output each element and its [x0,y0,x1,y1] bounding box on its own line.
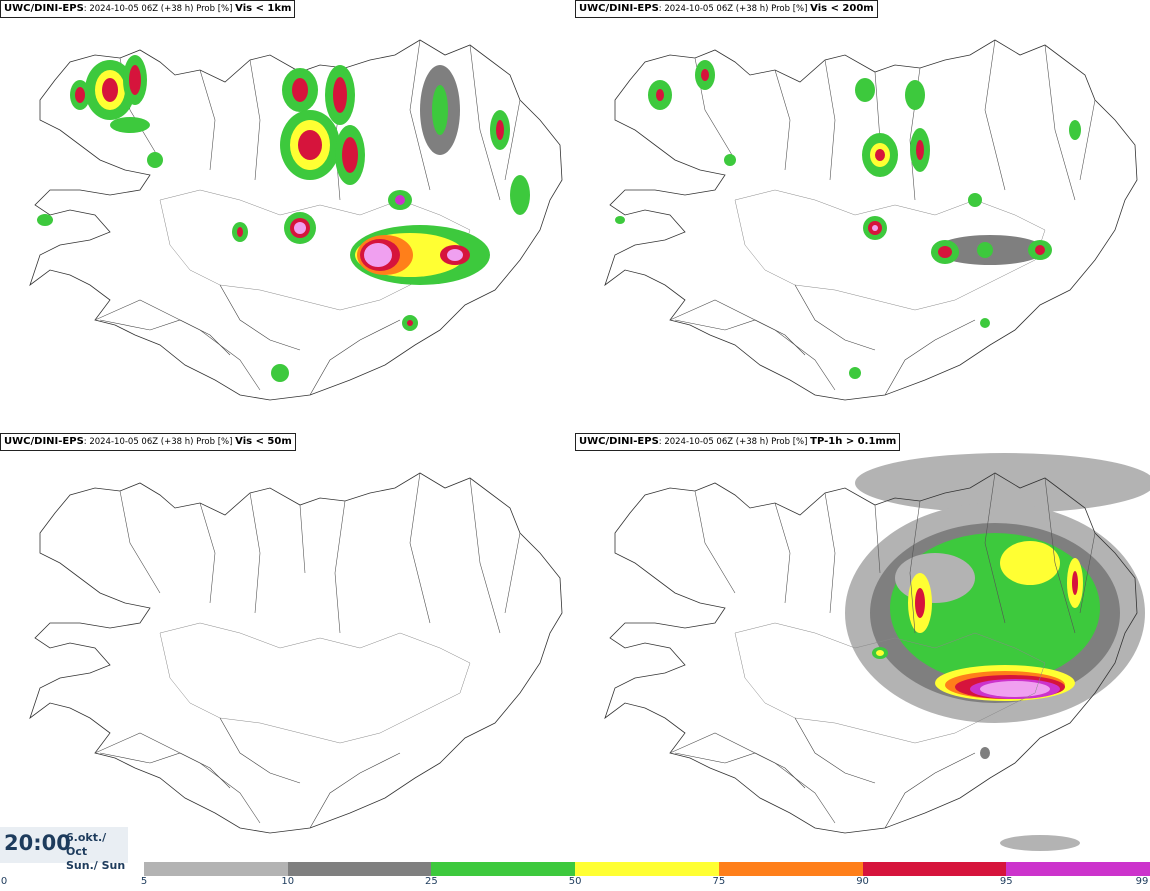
panel-variable: Vis < 200m [810,3,874,14]
colorbar-ticks: 0 5 10 25 50 75 90 95 99 [0,876,1150,891]
panel-title: UWC/DINI-EPS: 2024-10-05 06Z (+38 h) Pro… [0,433,296,451]
colorbar-tick-label: 75 [712,876,726,887]
colorbar-segment [287,862,432,876]
iceland-map [604,453,1150,851]
panel-variable: Vis < 1km [235,3,292,14]
valid-time-box: 20:00 6.okt./ Oct Sun./ Sun [0,827,128,872]
map-panel-vis-1km: UWC/DINI-EPS: 2024-10-05 06Z (+38 h) Pro… [0,0,575,430]
colorbar-segment [144,862,288,876]
valid-date-line2: Sun./ Sun [66,859,126,872]
iceland-map [29,472,563,834]
colorbar-tick-label: 50 [568,876,582,887]
panel-title: UWC/DINI-EPS: 2024-10-05 06Z (+38 h) Pro… [0,0,296,18]
valid-date-line1: 6.okt./ Oct [66,831,107,858]
panel-source: UWC/DINI-EPS [4,3,84,14]
colorbar-tick-label: 10 [281,876,295,887]
colorbar-segment [431,862,576,876]
panel-source: UWC/DINI-EPS [579,436,659,447]
panel-source: UWC/DINI-EPS [579,3,659,14]
colorbar-tick-label: 0 [0,876,8,887]
panel-variable: Vis < 50m [235,436,292,447]
probability-field [615,60,1081,379]
valid-date: 6.okt./ Oct Sun./ Sun [66,831,128,873]
colorbar-tick-label: 99 [1135,876,1149,887]
panel-run: : 2024-10-05 06Z (+38 h) Prob [%] [658,437,808,447]
colorbar-tick-label: 25 [425,876,438,887]
panel-run: : 2024-10-05 06Z (+38 h) Prob [%] [83,4,233,14]
colorbar-tick-label: 95 [999,876,1013,887]
panel-run: : 2024-10-05 06Z (+38 h) Prob [%] [658,4,808,14]
panel-source: UWC/DINI-EPS [4,436,84,447]
panel-variable: TP-1h > 0.1mm [810,436,897,447]
colorbar-tick-label: 5 [140,876,148,887]
map-panel-vis-200m: UWC/DINI-EPS: 2024-10-05 06Z (+38 h) Pro… [575,0,1150,430]
colorbar-segment [575,862,719,876]
colorbar-segment [1006,862,1150,876]
iceland-map [29,39,563,401]
probability-colorbar [144,862,1150,876]
colorbar-segment [718,862,863,876]
iceland-map [604,39,1138,401]
panel-title: UWC/DINI-EPS: 2024-10-05 06Z (+38 h) Pro… [575,0,878,18]
valid-time: 20:00 [4,831,71,855]
probability-field [845,453,1150,851]
probability-field [37,55,530,382]
panel-run: : 2024-10-05 06Z (+38 h) Prob [%] [83,437,233,447]
colorbar-tick-label: 90 [856,876,869,887]
panel-title: UWC/DINI-EPS: 2024-10-05 06Z (+38 h) Pro… [575,433,901,451]
map-panel-tp-1h: UWC/DINI-EPS: 2024-10-05 06Z (+38 h) Pro… [575,433,1150,863]
map-panel-vis-50m: UWC/DINI-EPS: 2024-10-05 06Z (+38 h) Pro… [0,433,575,863]
colorbar-segment [862,862,1007,876]
